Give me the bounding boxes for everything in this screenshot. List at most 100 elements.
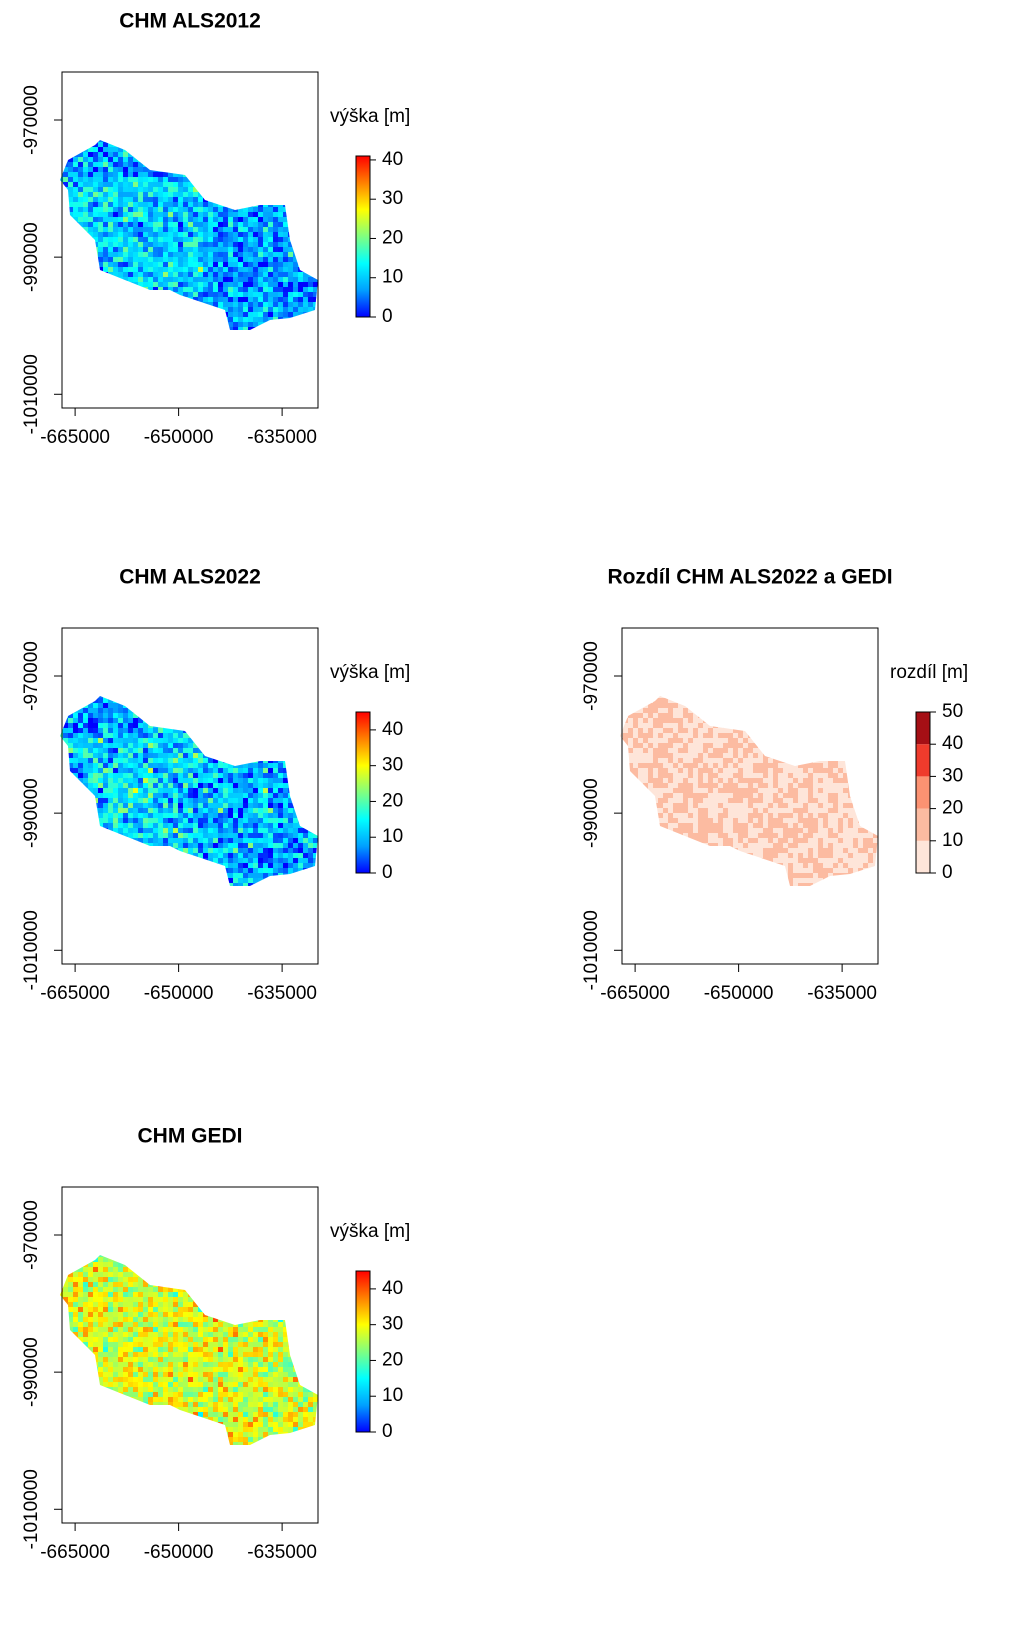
raster-cell <box>78 868 83 873</box>
raster-cell <box>248 137 253 142</box>
raster-cell <box>228 778 233 783</box>
raster-cell <box>73 798 78 803</box>
raster-cell <box>688 703 693 708</box>
raster-cell <box>108 793 113 798</box>
raster-cell <box>218 242 223 247</box>
raster-cell <box>138 693 143 698</box>
raster-cell <box>208 157 213 162</box>
raster-cell <box>78 813 83 818</box>
raster-cell <box>243 217 248 222</box>
raster-cell <box>188 808 193 813</box>
raster-cell <box>303 783 308 788</box>
raster-cell <box>318 147 323 152</box>
raster-cell <box>188 282 193 287</box>
raster-cell <box>863 708 868 713</box>
raster-cell <box>848 693 853 698</box>
raster-cell <box>783 723 788 728</box>
raster-cell <box>198 167 203 172</box>
raster-cell <box>728 733 733 738</box>
raster-cell <box>318 177 323 182</box>
raster-cell <box>318 718 323 723</box>
raster-cell <box>308 743 313 748</box>
raster-cell <box>78 237 83 242</box>
raster-cell <box>198 843 203 848</box>
raster-cell <box>198 182 203 187</box>
raster-cell <box>293 783 298 788</box>
raster-cell <box>83 818 88 823</box>
raster-cell <box>283 728 288 733</box>
raster-cell <box>118 322 123 327</box>
raster-cell <box>123 177 128 182</box>
raster-cell <box>828 723 833 728</box>
raster-cell <box>268 297 273 302</box>
raster-cell <box>238 743 243 748</box>
raster-cell <box>188 783 193 788</box>
raster-cell <box>248 863 253 868</box>
raster-cell <box>128 783 133 788</box>
raster-cell <box>178 768 183 773</box>
raster-cell <box>148 302 153 307</box>
raster-cell <box>293 878 298 883</box>
raster-cell <box>318 743 323 748</box>
raster-cell <box>168 317 173 322</box>
raster-cell <box>73 332 78 337</box>
raster-cell <box>143 823 148 828</box>
raster-cell <box>83 307 88 312</box>
raster-cell <box>213 843 218 848</box>
raster-cell <box>733 698 738 703</box>
raster-cell <box>763 733 768 738</box>
raster-cell <box>273 728 278 733</box>
raster-cell <box>268 172 273 177</box>
raster-cell <box>243 793 248 798</box>
raster-cell <box>98 187 103 192</box>
raster-cell <box>143 808 148 813</box>
raster-cell <box>838 728 843 733</box>
raster-cell <box>243 312 248 317</box>
raster-cell <box>308 132 313 137</box>
raster-cell <box>203 798 208 803</box>
raster-cell <box>123 718 128 723</box>
raster-cell <box>658 693 663 698</box>
raster-cell <box>263 132 268 137</box>
raster-cell <box>283 753 288 758</box>
raster-cell <box>83 753 88 758</box>
raster-cell <box>163 843 168 848</box>
raster-cell <box>303 162 308 167</box>
raster-cell <box>183 252 188 257</box>
raster-cell <box>73 257 78 262</box>
raster-cell <box>293 292 298 297</box>
raster-cell <box>298 788 303 793</box>
raster-cell <box>228 773 233 778</box>
raster-cell <box>158 232 163 237</box>
raster-cell <box>93 788 98 793</box>
raster-cell <box>278 883 283 888</box>
raster-cell <box>178 187 183 192</box>
raster-cell <box>133 332 138 337</box>
raster-cell <box>63 247 68 252</box>
raster-cell <box>228 813 233 818</box>
raster-cell <box>168 252 173 257</box>
raster-cell <box>73 232 78 237</box>
raster-cell <box>158 227 163 232</box>
raster-cell <box>278 688 283 693</box>
raster-cell <box>213 237 218 242</box>
raster-cell <box>668 733 673 738</box>
raster-cell <box>818 703 823 708</box>
raster-cell <box>273 227 278 232</box>
raster-cell <box>698 703 703 708</box>
raster-cell <box>128 793 133 798</box>
raster-cell <box>278 828 283 833</box>
raster-cell <box>273 803 278 808</box>
raster-cell <box>203 252 208 257</box>
raster-cell <box>88 838 93 843</box>
raster-cell <box>143 763 148 768</box>
raster-cell <box>248 212 253 217</box>
raster-cell <box>268 833 273 838</box>
raster-cell <box>283 798 288 803</box>
raster-cell <box>283 217 288 222</box>
raster-cell <box>163 322 168 327</box>
raster-cell <box>313 713 318 718</box>
raster-cell <box>278 252 283 257</box>
raster-cell <box>213 758 218 763</box>
raster-cell <box>93 708 98 713</box>
